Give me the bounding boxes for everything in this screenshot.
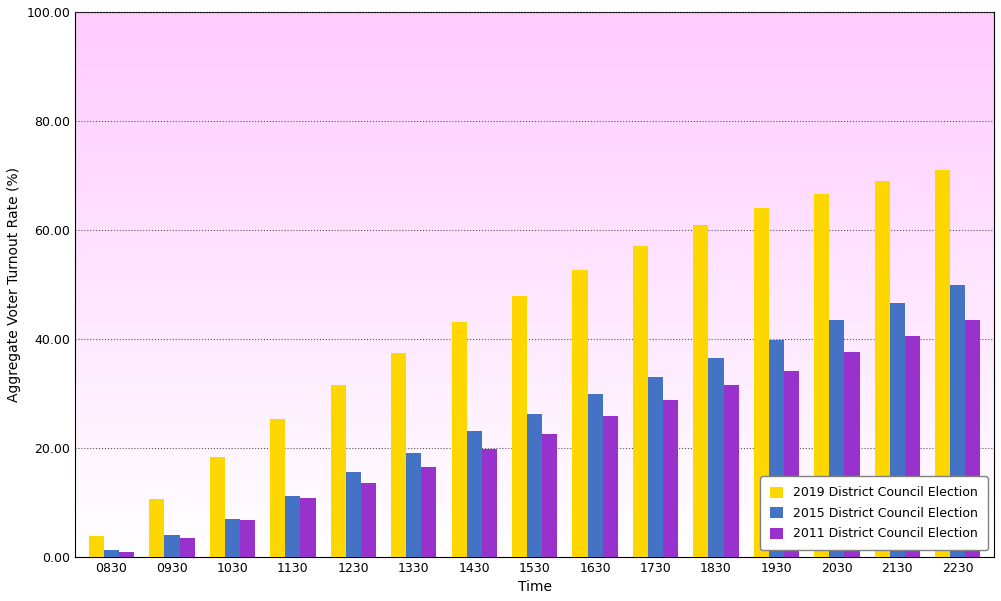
- Bar: [814, 194, 830, 557]
- Bar: [345, 472, 360, 557]
- Bar: [240, 520, 255, 557]
- Legend: 2019 District Council Election, 2015 District Council Election, 2011 District Co: 2019 District Council Election, 2015 Dis…: [761, 477, 988, 551]
- Bar: [694, 225, 709, 557]
- Bar: [905, 336, 920, 557]
- Bar: [830, 320, 845, 557]
- Bar: [663, 400, 679, 557]
- Bar: [769, 340, 784, 557]
- Bar: [104, 549, 119, 557]
- Bar: [965, 320, 980, 557]
- Bar: [890, 304, 905, 557]
- Bar: [754, 208, 769, 557]
- Bar: [270, 419, 285, 557]
- Bar: [406, 453, 421, 557]
- Bar: [709, 358, 724, 557]
- Bar: [179, 537, 194, 557]
- Bar: [633, 246, 648, 557]
- Bar: [119, 552, 134, 557]
- Bar: [164, 535, 179, 557]
- Bar: [512, 296, 528, 557]
- Bar: [466, 432, 481, 557]
- Bar: [89, 536, 104, 557]
- Y-axis label: Aggregate Voter Turnout Rate (%): Aggregate Voter Turnout Rate (%): [7, 167, 21, 402]
- Bar: [451, 322, 466, 557]
- Bar: [481, 449, 496, 557]
- Bar: [149, 499, 164, 557]
- Bar: [588, 394, 603, 557]
- Bar: [360, 483, 376, 557]
- Bar: [573, 270, 588, 557]
- Bar: [603, 416, 618, 557]
- Bar: [300, 498, 315, 557]
- Bar: [391, 353, 406, 557]
- X-axis label: Time: Time: [518, 580, 552, 594]
- Bar: [330, 385, 345, 557]
- Bar: [210, 457, 225, 557]
- Bar: [648, 377, 663, 557]
- Bar: [724, 385, 739, 557]
- Bar: [225, 519, 240, 557]
- Bar: [875, 181, 890, 557]
- Bar: [421, 467, 436, 557]
- Bar: [845, 352, 860, 557]
- Bar: [285, 496, 300, 557]
- Bar: [784, 371, 799, 557]
- Bar: [528, 414, 543, 557]
- Bar: [950, 285, 965, 557]
- Bar: [543, 434, 558, 557]
- Bar: [935, 170, 950, 557]
